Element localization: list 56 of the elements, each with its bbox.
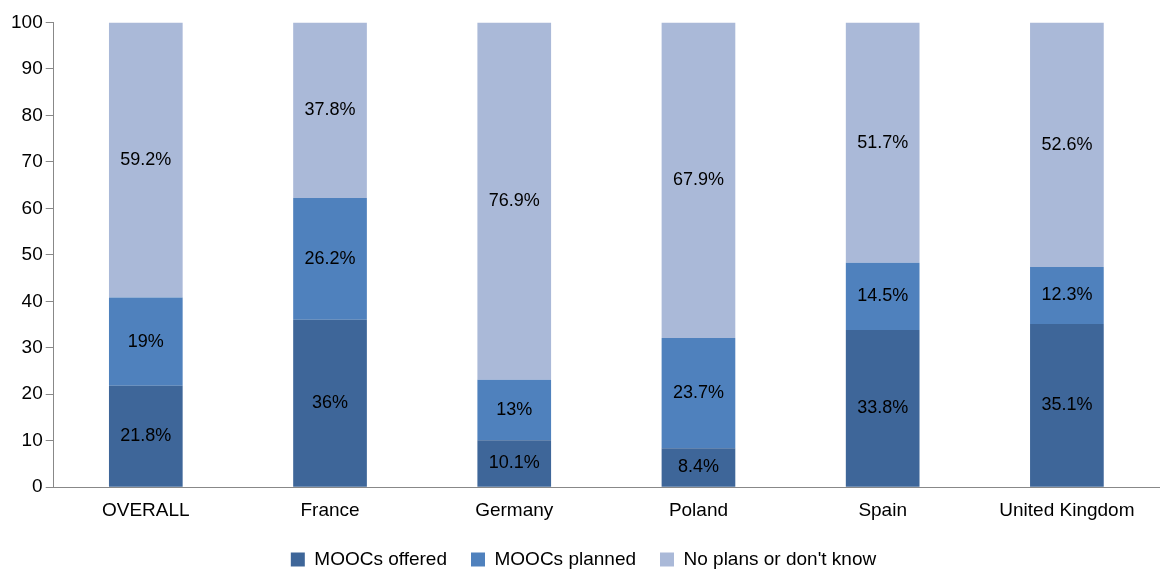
data-label: 37.8% [304,99,356,120]
data-label: 35.1% [1041,394,1093,415]
y-tick-label: 100 [11,10,43,32]
x-tick-label: Germany [475,498,554,520]
x-tick-label: United Kingdom [999,498,1135,520]
bar [477,379,552,441]
data-label: 10.1% [488,452,540,473]
bar [845,330,920,487]
data-label: 19% [127,330,164,351]
bar [108,385,183,487]
bar [845,262,920,331]
data-label: 33.8% [857,397,909,418]
y-tick-label: 0 [32,475,43,497]
y-tick-label: 50 [21,243,43,265]
data-label: 23.7% [672,382,724,403]
bar [661,22,736,338]
bar [293,319,367,487]
x-tick-label: OVERALL [101,498,190,520]
bar [845,22,920,263]
bar [661,448,736,487]
data-label: 13% [496,399,533,420]
legend-label: No plans or don't know [683,547,877,569]
y-tick-label: 70 [21,150,43,172]
y-tick-label: 20 [21,382,43,404]
data-label: 36% [312,392,349,413]
data-label: 59.2% [120,148,172,169]
bar [477,440,552,487]
bar [1030,22,1104,267]
y-tick-label: 10 [21,428,43,450]
bar [1030,324,1104,487]
y-tick-label: 30 [21,335,43,357]
x-tick-label: France [300,498,360,520]
data-label: 12.3% [1041,284,1093,305]
bar [108,22,183,298]
y-tick-label: 40 [21,289,43,311]
y-tick-label: 80 [21,103,43,125]
bar [477,22,552,380]
bar [661,338,736,449]
data-label: 14.5% [857,285,909,306]
data-label: 21.8% [120,425,172,446]
y-tick-label: 60 [21,196,43,218]
data-label: 26.2% [304,247,356,268]
legend-label: MOOCs offered [314,547,448,569]
data-label: 67.9% [672,169,724,190]
bar [108,297,183,386]
bar [1030,266,1104,325]
data-label: 51.7% [857,131,909,152]
y-tick-label: 90 [21,57,43,79]
data-label: 76.9% [488,190,540,211]
x-tick-label: Poland [668,498,729,520]
bar [293,22,367,199]
x-tick-label: Spain [858,498,907,520]
bar [293,198,367,320]
legend-label: MOOCs planned [494,547,637,569]
data-label: 8.4% [677,456,719,477]
data-label: 52.6% [1041,133,1093,154]
